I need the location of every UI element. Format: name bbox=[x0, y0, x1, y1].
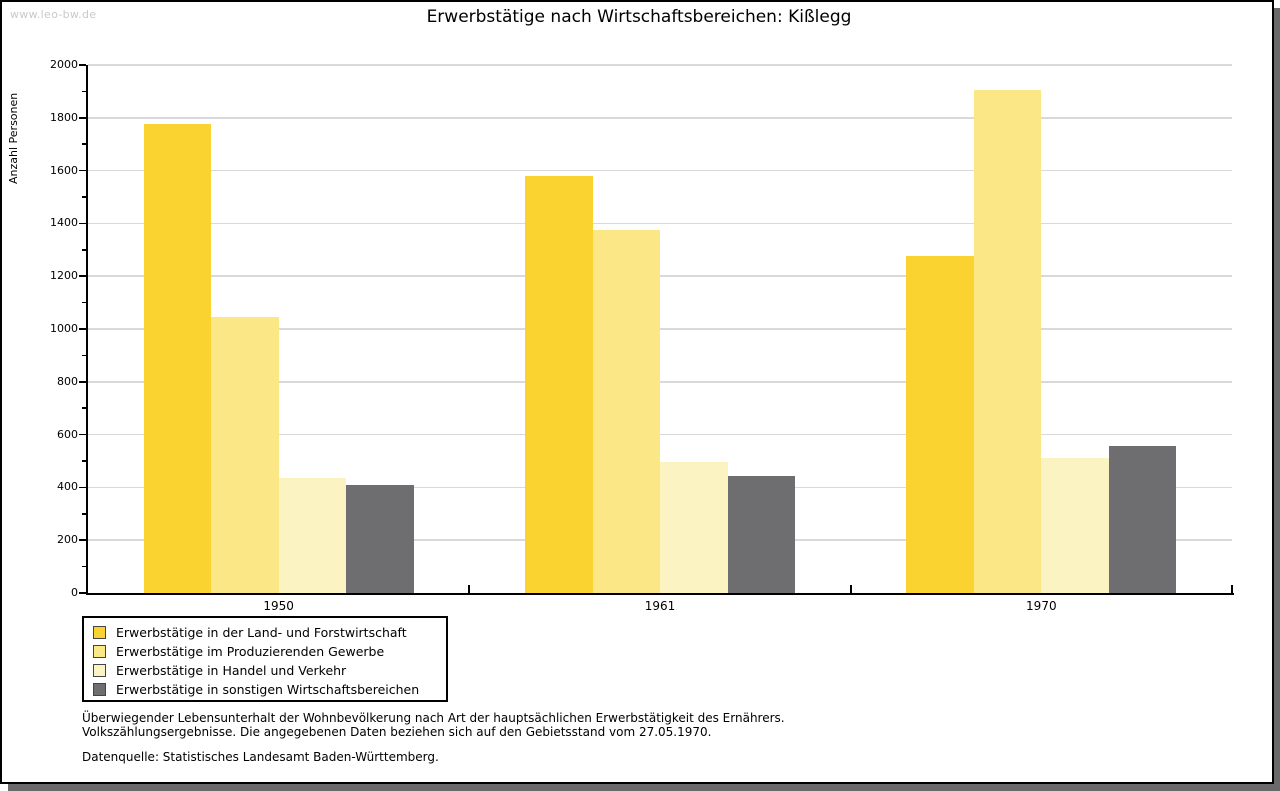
bar-1950-series-4 bbox=[346, 484, 414, 593]
legend-row: Erwerbstätige in der Land- und Forstwirt… bbox=[84, 623, 446, 642]
legend-swatch-icon bbox=[93, 683, 106, 696]
x-axis-line bbox=[86, 593, 1234, 595]
y-axis-tick-label: 1400 bbox=[50, 216, 78, 230]
y-axis-tick-label: 1600 bbox=[50, 163, 78, 177]
y-axis-tick-major bbox=[79, 222, 86, 225]
x-category-label: 1961 bbox=[644, 599, 676, 613]
legend-swatch-icon bbox=[93, 626, 106, 639]
data-source-text: Datenquelle: Statistisches Landesamt Bad… bbox=[82, 750, 439, 764]
y-axis-label: Anzahl Personen bbox=[7, 92, 20, 184]
x-category-label: 1950 bbox=[263, 599, 294, 613]
legend-row: Erwerbstätige in Handel und Verkehr bbox=[84, 661, 446, 680]
watermark: www.leo-bw.de bbox=[10, 8, 97, 21]
y-axis-tick-major bbox=[79, 592, 86, 594]
y-axis-tick-minor bbox=[82, 143, 86, 145]
bar-1950-series-1 bbox=[143, 124, 212, 593]
legend-row: Erwerbstätige in sonstigen Wirtschaftsbe… bbox=[84, 680, 446, 699]
y-axis-tick-major bbox=[79, 169, 86, 172]
footnote-line-2: Volkszählungsergebnisse. Die angegebenen… bbox=[82, 725, 712, 739]
bar-1950-series-2 bbox=[211, 317, 279, 593]
y-axis-tick-label: 200 bbox=[57, 533, 78, 547]
y-axis-tick-label: 400 bbox=[57, 480, 78, 494]
y-axis-tick-label: 1800 bbox=[50, 110, 78, 124]
bar-1961-series-3 bbox=[660, 462, 728, 593]
y-axis-tick-major bbox=[79, 381, 86, 383]
legend-label: Erwerbstätige in Handel und Verkehr bbox=[116, 663, 347, 678]
x-category-label: 1970 bbox=[1026, 599, 1057, 613]
y-axis-tick-major bbox=[79, 117, 86, 119]
legend-box: Erwerbstätige in der Land- und Forstwirt… bbox=[82, 616, 448, 702]
legend-row: Erwerbstätige im Produzierenden Gewerbe bbox=[84, 642, 446, 661]
y-axis-tick-label: 1200 bbox=[50, 269, 78, 283]
footnote-text: Überwiegender Lebensunterhalt der Wohnbe… bbox=[82, 711, 785, 739]
x-axis-tick bbox=[849, 585, 852, 593]
legend-swatch-icon bbox=[93, 664, 106, 677]
bar-1950-series-3 bbox=[278, 478, 347, 593]
legend-label: Erwerbstätige in sonstigen Wirtschaftsbe… bbox=[116, 682, 420, 697]
bar-1970-series-2 bbox=[973, 90, 1042, 593]
y-axis-tick-minor bbox=[82, 565, 86, 568]
y-axis-line bbox=[86, 65, 88, 595]
legend-swatch-icon bbox=[93, 645, 106, 658]
y-axis-tick-label: 600 bbox=[57, 427, 78, 441]
gridline bbox=[88, 169, 1232, 172]
x-axis-tick bbox=[468, 585, 471, 593]
x-axis-tick bbox=[1231, 585, 1233, 593]
legend-label: Erwerbstätige im Produzierenden Gewerbe bbox=[116, 644, 385, 659]
y-axis-tick-major bbox=[79, 64, 86, 66]
bar-1961-series-1 bbox=[525, 175, 593, 593]
y-axis-tick-major bbox=[79, 275, 86, 277]
y-axis-tick-minor bbox=[82, 90, 86, 93]
gridline bbox=[88, 328, 1232, 330]
y-axis-tick-minor bbox=[82, 196, 86, 198]
y-axis-tick-minor bbox=[82, 513, 86, 515]
y-axis-tick-major bbox=[79, 433, 86, 436]
y-axis-tick-minor bbox=[82, 407, 86, 409]
gridline bbox=[88, 117, 1232, 119]
bar-1961-series-2 bbox=[592, 230, 660, 593]
y-axis-tick-major bbox=[79, 486, 86, 489]
gridline bbox=[88, 381, 1232, 383]
gridline bbox=[88, 275, 1232, 277]
bar-1961-series-4 bbox=[727, 475, 795, 593]
y-axis-tick-minor bbox=[82, 249, 86, 251]
page-shadow-bottom bbox=[8, 784, 1280, 791]
y-axis-tick-minor bbox=[82, 460, 86, 462]
y-axis-tick-major bbox=[79, 539, 86, 541]
bar-1970-series-3 bbox=[1041, 458, 1109, 593]
y-axis-tick-major bbox=[79, 328, 86, 330]
footnote-line-1: Überwiegender Lebensunterhalt der Wohnbe… bbox=[82, 711, 785, 725]
gridline bbox=[88, 64, 1232, 66]
legend-label: Erwerbstätige in der Land- und Forstwirt… bbox=[116, 625, 407, 640]
bar-1970-series-1 bbox=[906, 256, 974, 593]
gridline bbox=[88, 433, 1232, 436]
y-axis-tick-label: 800 bbox=[57, 374, 78, 388]
y-axis-tick-minor bbox=[82, 354, 86, 357]
y-axis-tick-label: 0 bbox=[71, 586, 78, 599]
y-axis-tick-label: 2000 bbox=[50, 58, 78, 71]
bar-1970-series-4 bbox=[1108, 446, 1177, 593]
y-axis-tick-label: 1000 bbox=[50, 322, 78, 335]
gridline bbox=[88, 222, 1232, 225]
page-shadow-right bbox=[1274, 8, 1280, 791]
y-axis-tick-minor bbox=[82, 301, 86, 304]
chart-title: Erwerbstätige nach Wirtschaftsbereichen:… bbox=[426, 7, 852, 27]
